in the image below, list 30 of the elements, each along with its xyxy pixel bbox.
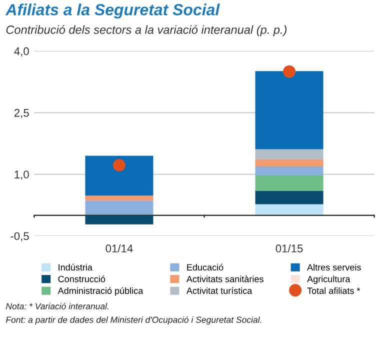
legend-label: Altres serveis (307, 264, 361, 271)
bar (255, 149, 324, 160)
y-tick-label: 4,0 (14, 47, 29, 56)
bar (255, 166, 324, 176)
bar (255, 71, 324, 150)
bar (85, 156, 154, 196)
bar (255, 204, 324, 216)
bar (255, 160, 324, 166)
x-tick-label: 01/14 (106, 244, 133, 252)
chart-subtitle: Contribució dels sectors a la variació interanual (p. p.) (6, 25, 286, 36)
legend-label: Activitat turística (186, 287, 252, 294)
legend-label: Activitats sanitàries (186, 276, 264, 282)
bar (255, 176, 324, 191)
text: Nota: * Variació interanual. (6, 302, 108, 310)
legend-label: Total afiliats * (307, 287, 360, 294)
y-tick-label: 1,0 (14, 170, 29, 180)
bar (85, 215, 154, 224)
x-tick-label: 01/15 (276, 244, 303, 252)
bar (85, 196, 154, 201)
bar (255, 190, 324, 204)
legend-label: Educació (187, 264, 224, 271)
chart-title: Afiliats a la Seguretat Social (5, 4, 220, 19)
legend-label: Agricultura (307, 276, 350, 284)
legend-label: Construcció (58, 276, 106, 282)
y-tick-label: -0,5 (10, 232, 29, 242)
y-tick-label: 2,5 (14, 108, 29, 118)
text: Font: a partir de dades del Ministeri d'Ocupació i Seguretat Social. (6, 316, 262, 325)
legend-label: Administració pública (58, 287, 144, 296)
legend-label: Indústria (58, 264, 92, 271)
bar (85, 200, 154, 216)
